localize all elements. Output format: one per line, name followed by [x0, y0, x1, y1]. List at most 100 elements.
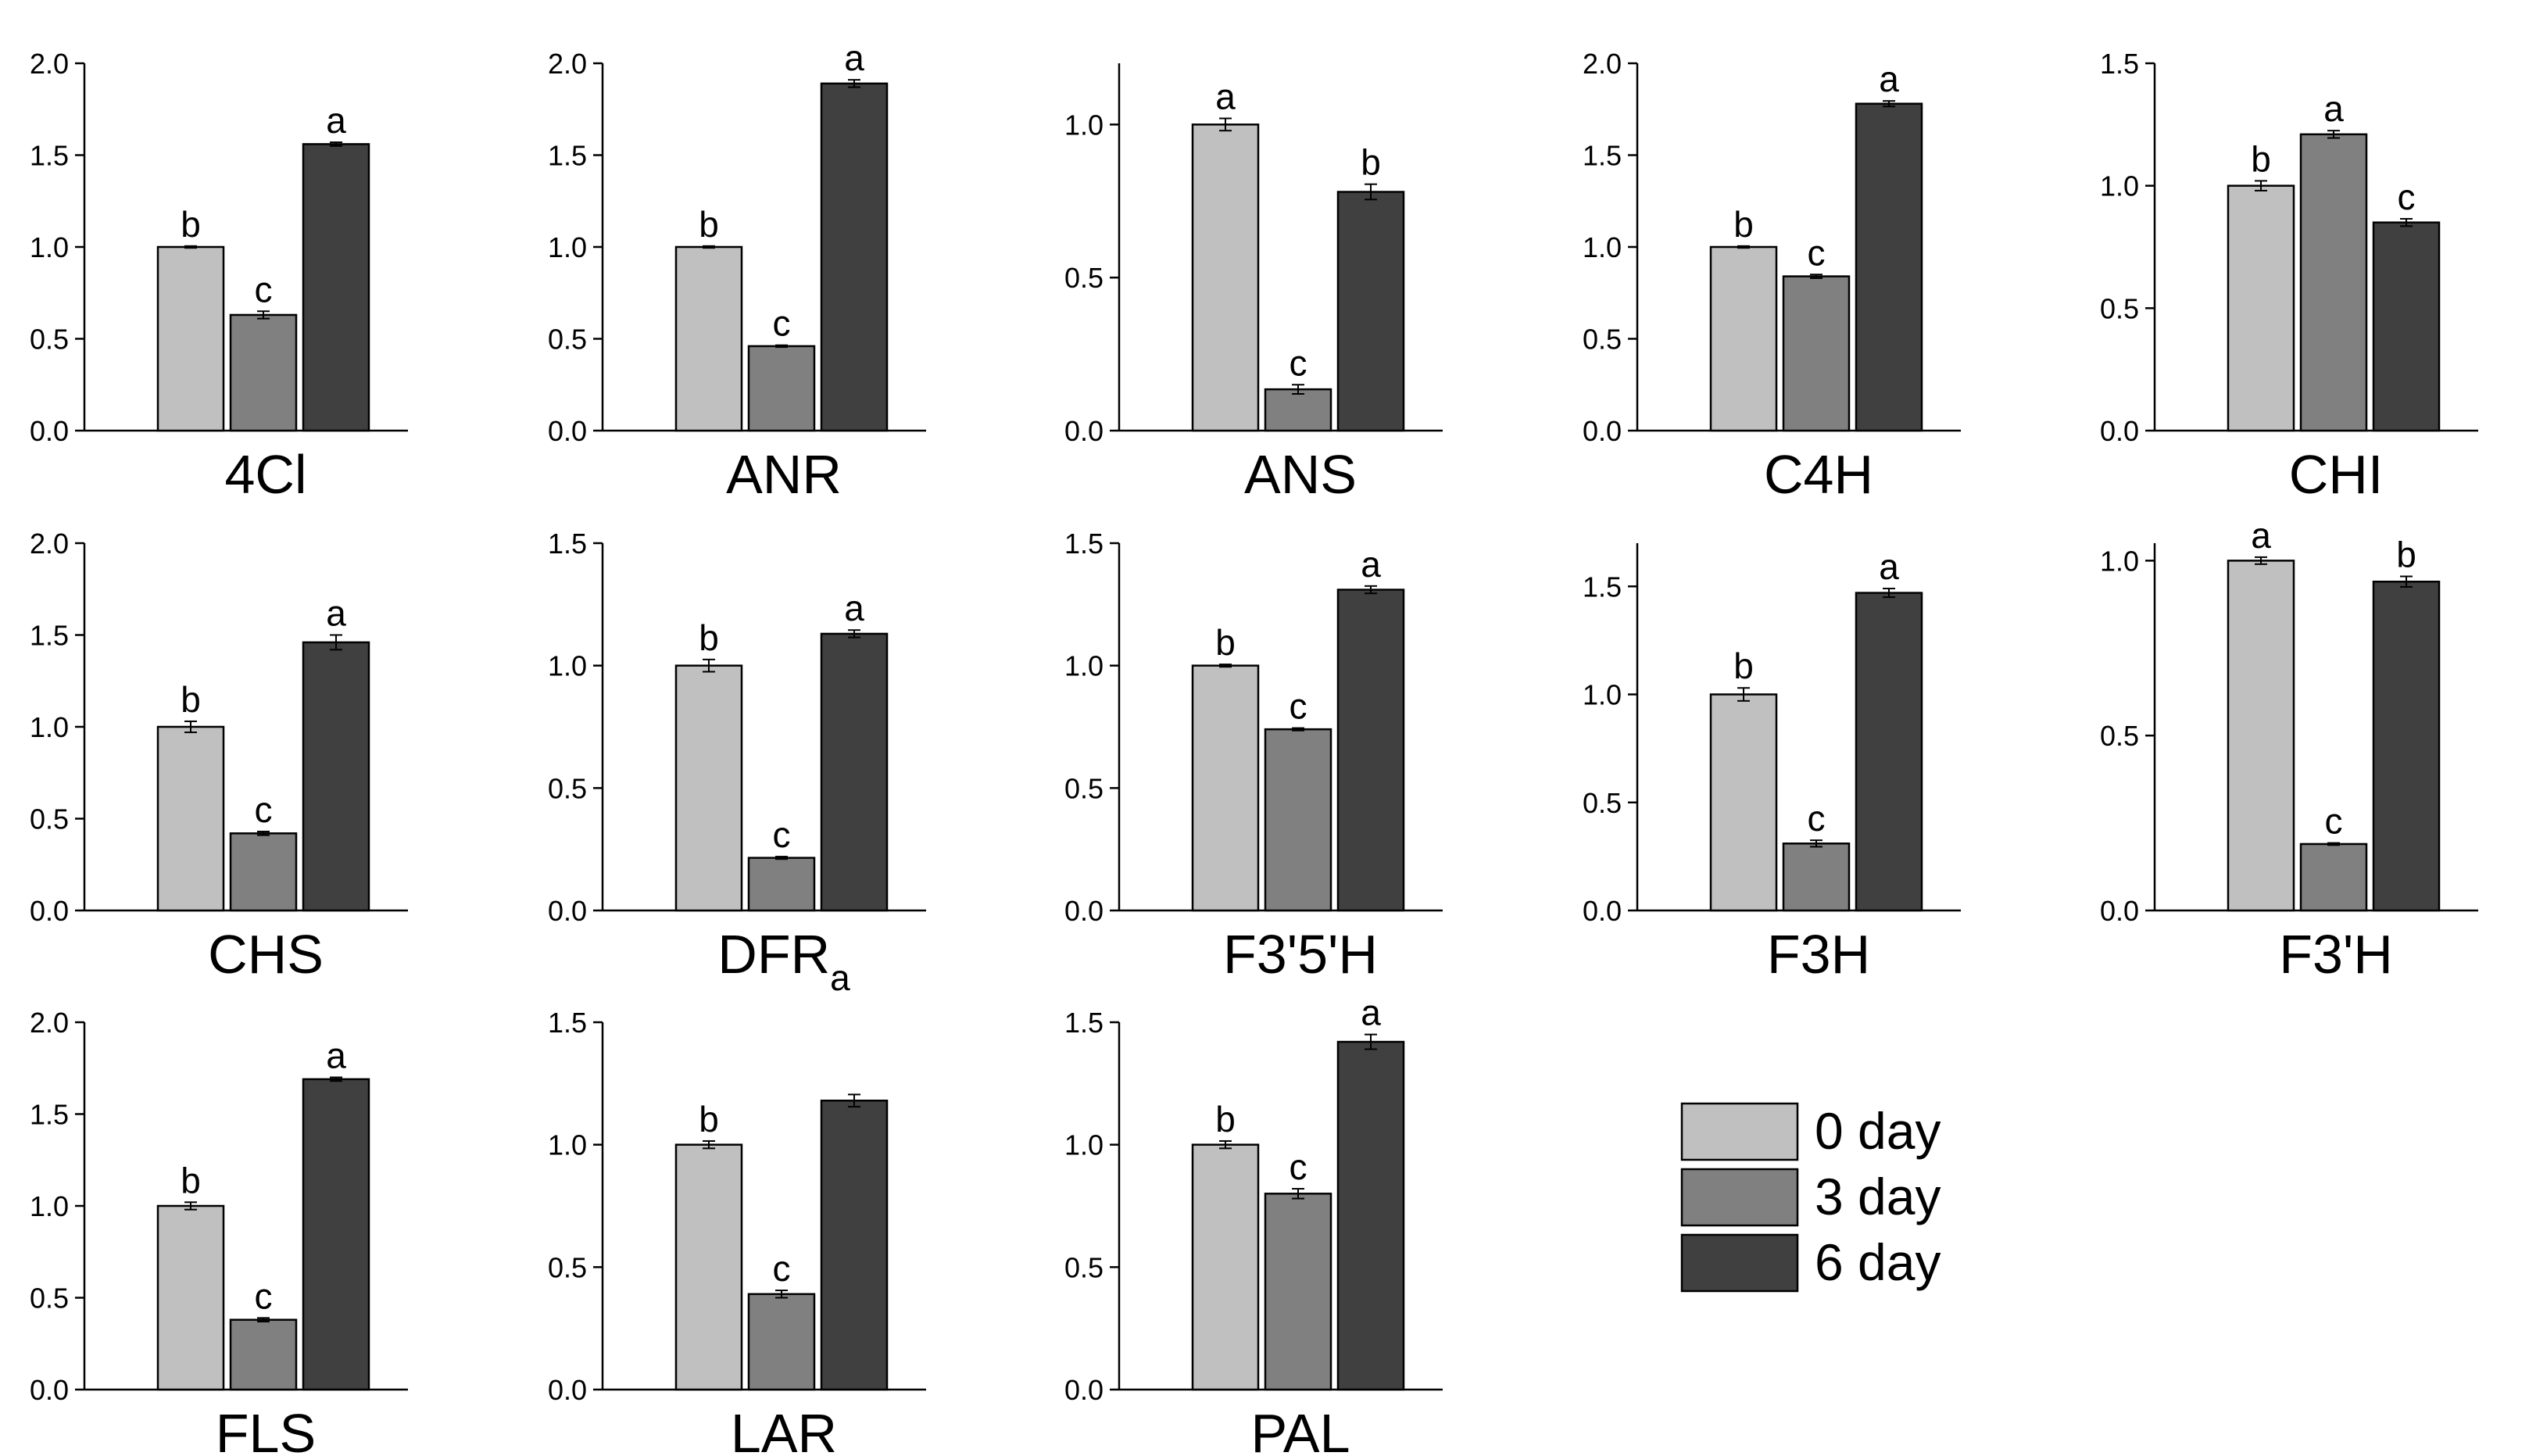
bar-0-day [2227, 560, 2295, 912]
significance-letter: a [2251, 515, 2271, 556]
y-tick-label: 0.5 [30, 324, 69, 356]
y-tick-label: 0.0 [1064, 1374, 1104, 1406]
gene-label: F3'H [2279, 924, 2393, 985]
y-tick-label: 2.0 [30, 528, 69, 560]
bar-3-day [747, 1293, 816, 1391]
y-tick-label: 1.5 [2100, 48, 2139, 80]
bar-3-day [1264, 388, 1332, 432]
y-tick-label: 1.0 [548, 650, 587, 682]
y-tick-label: 2.0 [30, 1007, 69, 1039]
bar-3-day [229, 313, 298, 432]
gene-label: ANR [726, 444, 842, 505]
gene-name: C4H [1764, 444, 1873, 505]
gene-name: FLS [216, 1403, 316, 1456]
significance-letter: c [1808, 798, 1826, 839]
significance-letter: b [2396, 535, 2416, 575]
significance-letter: c [255, 269, 273, 309]
y-tick-label: 1.5 [1583, 140, 1622, 172]
y-tick-label: 0.0 [1583, 415, 1622, 447]
bar-6-day [2372, 221, 2441, 432]
gene-label: DFRa [717, 924, 850, 998]
bar-6-day [1336, 1040, 1405, 1391]
bar-3-day [747, 857, 816, 912]
y-tick-label: 1.5 [1064, 1007, 1104, 1039]
significance-letter: b [1361, 142, 1381, 183]
bar-6-day [1855, 102, 1923, 432]
panel-c4h: 0.0 0.5 1.0 1.5 2.0 b c a C4H [1583, 48, 1961, 505]
significance-letter: c [2325, 801, 2343, 842]
significance-letter: c [1808, 232, 1826, 273]
bar-6-day [302, 143, 370, 432]
bar-6-day [2372, 580, 2441, 912]
y-tick-label: 0.0 [1064, 415, 1104, 447]
significance-letter: a [326, 593, 346, 634]
legend-label: 3 day [1815, 1168, 1941, 1225]
significance-letter: c [773, 814, 791, 855]
gene-label: F3'5'H [1223, 924, 1378, 985]
y-tick-label: 1.0 [30, 1190, 69, 1222]
y-tick-label: 1.5 [548, 140, 587, 172]
bar-0-day [156, 1204, 225, 1391]
bar-6-day [302, 1078, 370, 1391]
bar-0-day [1191, 1143, 1260, 1391]
significance-letter: c [1290, 342, 1307, 383]
y-tick-label: 0.5 [2100, 292, 2139, 324]
bar-6-day [820, 82, 889, 432]
bar-3-day [2299, 842, 2368, 912]
bar-3-day [229, 1318, 298, 1391]
legend-swatch-6-day [1680, 1233, 1799, 1293]
significance-letter: a [844, 588, 864, 628]
y-tick-label: 0.5 [548, 772, 587, 804]
significance-letter: c [1290, 1147, 1307, 1187]
gene-name: ANS [1244, 444, 1357, 505]
significance-letter: a [1361, 544, 1381, 585]
bar-0-day [674, 1143, 743, 1391]
significance-letter: a [2323, 88, 2344, 129]
y-tick-label: 0.5 [548, 324, 587, 356]
panel-f3h: 0.0 0.5 1.0 1.5 b c a F3H [1583, 543, 1961, 985]
panel-f35h: 0.0 0.5 1.0 1.5 b c a F3'5'H [1064, 528, 1443, 985]
y-tick-label: 0.0 [548, 415, 587, 447]
bar-0-day [1709, 245, 1778, 432]
y-tick-label: 2.0 [30, 48, 69, 80]
significance-letter: b [699, 617, 719, 658]
y-tick-label: 1.0 [1583, 231, 1622, 263]
y-tick-label: 0.0 [2100, 895, 2139, 927]
panel-dfr: 0.0 0.5 1.0 1.5 b c a DFRa [548, 528, 926, 998]
gene-label: ANS [1244, 444, 1357, 505]
y-tick-label: 0.0 [2100, 415, 2139, 447]
bar-3-day [1264, 1193, 1332, 1391]
y-tick-label: 0.5 [1583, 787, 1622, 819]
y-tick-label: 0.0 [30, 1374, 69, 1406]
gene-name: F3'5'H [1223, 924, 1378, 985]
significance-letter: a [1215, 77, 1236, 117]
significance-letter: a [844, 38, 864, 78]
bar-0-day [1709, 693, 1778, 912]
significance-letter: c [255, 789, 273, 830]
y-tick-label: 1.0 [1064, 650, 1104, 682]
y-tick-label: 1.0 [2100, 545, 2139, 577]
y-tick-label: 0.0 [548, 895, 587, 927]
y-tick-label: 1.5 [1583, 571, 1622, 603]
bar-0-day [1191, 664, 1260, 912]
bar-6-day [302, 641, 370, 912]
bar-3-day [1264, 728, 1332, 912]
significance-letter: a [1879, 59, 1899, 99]
panels: 0.00.51.01.52.0bca4Cl0.00.51.01.52.0bcaA… [30, 38, 2478, 1456]
significance-letter: b [181, 1160, 201, 1200]
panel-pal: 0.0 0.5 1.0 1.5 b c a PAL [1064, 993, 1443, 1456]
gene-name: ANR [726, 444, 842, 505]
y-tick-label: 0.0 [30, 895, 69, 927]
panel-ans: 0.0 0.5 1.0 a c b ANS [1064, 63, 1443, 505]
bar-3-day [229, 832, 298, 912]
significance-letter: b [699, 1099, 719, 1139]
y-tick-label: 1.0 [1064, 1129, 1104, 1161]
y-tick-label: 1.5 [30, 1099, 69, 1131]
y-tick-label: 1.5 [548, 528, 587, 560]
y-tick-label: 1.5 [30, 620, 69, 652]
bar-0-day [674, 664, 743, 912]
y-tick-label: 0.0 [30, 415, 69, 447]
legend-label: 0 day [1815, 1102, 1941, 1160]
gene-name: LAR [731, 1403, 837, 1456]
y-tick-label: 1.0 [548, 1129, 587, 1161]
